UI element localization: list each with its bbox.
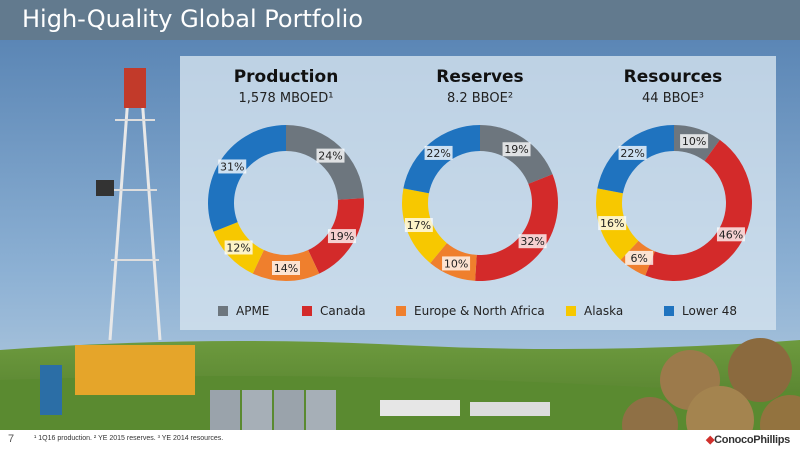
slice-label-bg bbox=[272, 261, 300, 275]
slice-label: 24% bbox=[318, 150, 342, 163]
legend-item-europe-north-africa: Europe & North Africa bbox=[396, 304, 545, 318]
production-title: Production bbox=[233, 67, 339, 87]
legend-label: Canada bbox=[320, 304, 366, 318]
production-subtitle: 1,578 MBOED¹ bbox=[238, 91, 334, 106]
drilling-rig-icon bbox=[40, 68, 195, 415]
footer: 7 ¹ 1Q16 production. ² YE 2015 reserves.… bbox=[0, 430, 800, 450]
slice-label-bg bbox=[424, 145, 453, 160]
resources-donut-chart: 10% 46% 6% 16% 22% bbox=[596, 125, 752, 281]
reserves-donut-chart: 19% 32% 10% 17% 22% bbox=[402, 125, 558, 281]
reserves-subtitle: 8.2 BBOE² bbox=[446, 91, 514, 106]
slice-label: 22% bbox=[426, 147, 450, 160]
production-donut-chart: 24% 19% 14% 12% 31% bbox=[208, 125, 364, 281]
storage-tanks bbox=[210, 390, 550, 430]
legend-label: Alaska bbox=[584, 304, 624, 318]
legend-swatch bbox=[566, 306, 576, 316]
slice-label: 14% bbox=[274, 262, 298, 275]
legend-swatch bbox=[302, 306, 312, 316]
slice-label-bg bbox=[598, 216, 627, 231]
slice-label: 6% bbox=[630, 252, 647, 265]
slice-label-bg bbox=[625, 250, 654, 265]
slice-label: 46% bbox=[719, 228, 743, 241]
legend-item-lower-48: Lower 48 bbox=[664, 304, 737, 318]
logo-text: ConocoPhillips bbox=[714, 434, 790, 446]
logo-mark-icon: ◆ bbox=[705, 434, 715, 446]
donut-slice-canada bbox=[645, 139, 752, 281]
legend-swatch bbox=[664, 306, 674, 316]
slice-label: 10% bbox=[444, 257, 468, 270]
slice-label-bg bbox=[327, 229, 356, 244]
slice-label: 10% bbox=[682, 135, 706, 148]
slice-label: 22% bbox=[620, 147, 644, 160]
slice-label-bg bbox=[518, 234, 547, 249]
header-bar: High-Quality Global Portfolio bbox=[0, 0, 800, 40]
reserves-title: Reserves bbox=[436, 67, 524, 87]
chart-panel bbox=[180, 56, 776, 330]
donut-slice-canada bbox=[475, 174, 558, 281]
slice-label: 31% bbox=[220, 160, 244, 173]
slice-label-bg bbox=[224, 240, 253, 255]
donut-slice-lower-48 bbox=[208, 125, 286, 232]
page-number: 7 bbox=[8, 433, 15, 445]
page-title: High-Quality Global Portfolio bbox=[22, 5, 364, 33]
slice-label: 19% bbox=[330, 230, 354, 243]
slice-label: 16% bbox=[600, 217, 624, 230]
legend-swatch bbox=[218, 306, 228, 316]
legend-label: APME bbox=[236, 304, 270, 318]
slice-label-bg bbox=[442, 256, 471, 271]
slice-label: 19% bbox=[504, 143, 528, 156]
legend-label: Lower 48 bbox=[682, 304, 738, 318]
slice-label-bg bbox=[680, 134, 709, 149]
slice-label-bg bbox=[502, 142, 531, 157]
slice-label-bg bbox=[218, 159, 247, 174]
slice-label: 32% bbox=[520, 235, 544, 248]
legend-swatch bbox=[396, 306, 406, 316]
hay-bales bbox=[622, 338, 800, 430]
legend-item-apme: APME bbox=[218, 304, 269, 318]
legend-item-alaska: Alaska bbox=[566, 304, 623, 318]
footnotes: ¹ 1Q16 production. ² YE 2015 reserves. ³… bbox=[34, 435, 224, 442]
legend-label: Europe & North Africa bbox=[414, 304, 545, 318]
slice-label-bg bbox=[716, 227, 745, 242]
chart-legend: APME Canada Europe & North Africa Alaska… bbox=[218, 304, 758, 322]
company-logo: ◆ConocoPhillips bbox=[706, 433, 790, 446]
slice-label-bg bbox=[618, 145, 647, 160]
slice-label: 12% bbox=[226, 241, 250, 254]
slice-label-bg bbox=[316, 148, 345, 163]
slice-label-bg bbox=[404, 218, 433, 233]
legend-item-canada: Canada bbox=[302, 304, 366, 318]
slice-label: 17% bbox=[407, 219, 431, 232]
resources-title: Resources bbox=[623, 67, 723, 87]
resources-subtitle: 44 BBOE³ bbox=[642, 91, 704, 106]
